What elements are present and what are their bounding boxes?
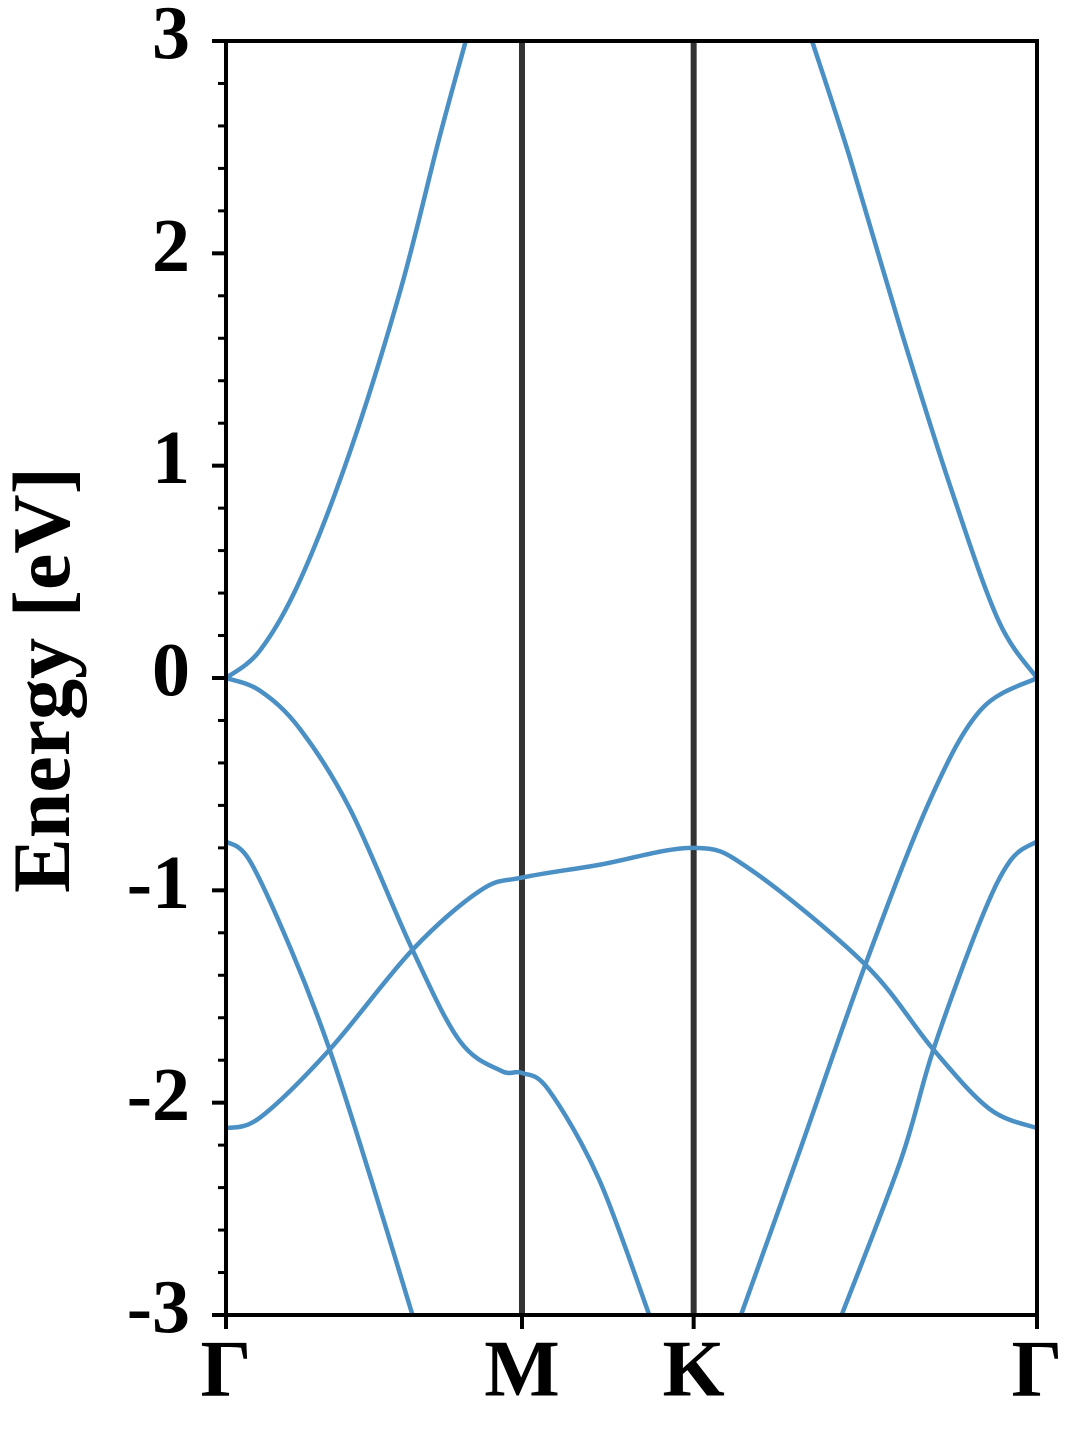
- band-line: [225, 675, 652, 1316]
- band-line: [809, 40, 1039, 680]
- y-tick-label: 0: [152, 628, 190, 712]
- x-tick-label: Γ: [201, 1325, 252, 1413]
- y-tick-label: 1: [152, 416, 190, 500]
- band-line: [224, 839, 415, 1316]
- band-line: [738, 675, 1039, 1316]
- y-tick-label: 2: [152, 204, 190, 288]
- band-line: [839, 839, 1039, 1316]
- plot-frame: [224, 39, 1039, 1317]
- y-tick-label: 3: [152, 0, 190, 75]
- y-tick-label: -2: [127, 1053, 190, 1137]
- y-tick-label: -3: [127, 1265, 190, 1349]
- x-tick-label: K: [663, 1325, 725, 1413]
- x-tick-label: Γ: [1012, 1325, 1063, 1413]
- y-tick-label: -1: [127, 841, 190, 925]
- x-tick-label: M: [484, 1325, 560, 1413]
- y-axis-label: Energy [eV]: [0, 467, 87, 893]
- band-line: [224, 40, 468, 680]
- band-line: [225, 845, 1038, 1131]
